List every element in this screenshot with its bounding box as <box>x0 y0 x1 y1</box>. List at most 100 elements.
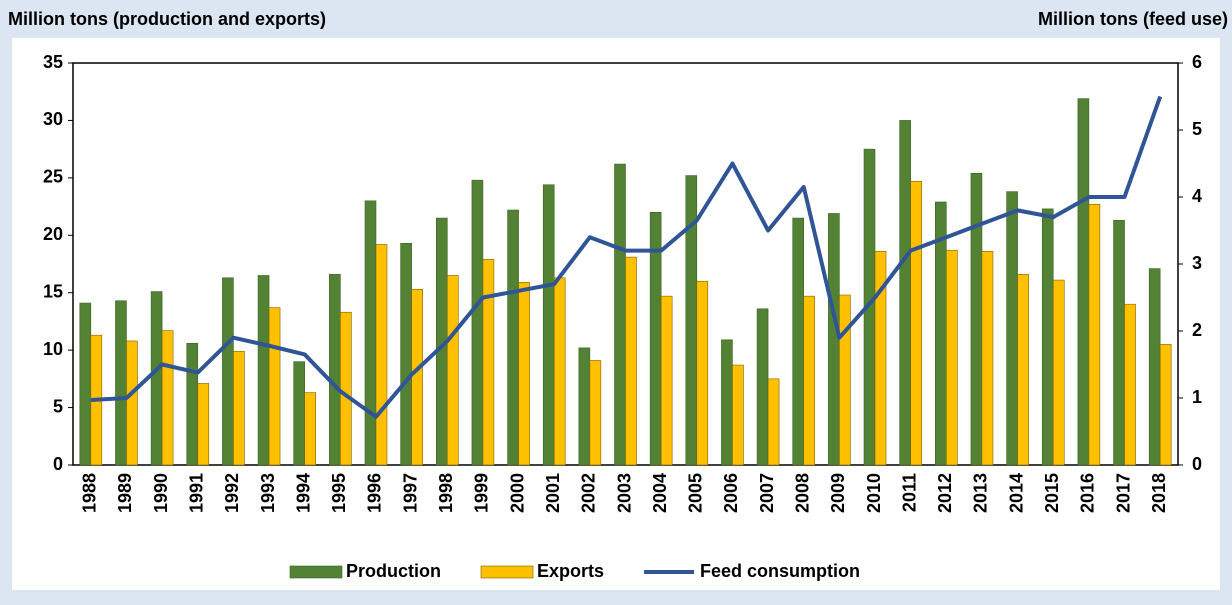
x-tick-label: 1989 <box>115 473 135 513</box>
bar <box>578 347 591 466</box>
x-tick-label: 2010 <box>864 473 884 513</box>
bar <box>589 360 602 466</box>
y2-tick-label: 2 <box>1192 320 1202 340</box>
bar <box>233 350 245 466</box>
x-tick-label: 1994 <box>293 473 313 513</box>
bar <box>197 383 210 466</box>
bar <box>1088 203 1101 466</box>
legend-label: Exports <box>537 561 604 581</box>
y-tick-label: 20 <box>43 224 63 244</box>
y-tick-label: 10 <box>43 339 63 359</box>
x-tick-label: 2001 <box>543 473 563 513</box>
bar <box>625 256 637 466</box>
legend-swatch <box>289 565 343 579</box>
bar <box>1077 98 1090 466</box>
bar <box>828 213 840 466</box>
bar <box>1148 268 1161 466</box>
bar <box>1041 208 1054 466</box>
bar <box>874 251 887 466</box>
legend-label: Feed consumption <box>700 561 860 581</box>
bar <box>1006 191 1018 466</box>
x-tick-label: 2005 <box>686 473 706 513</box>
x-tick-label: 1988 <box>80 473 100 513</box>
bar <box>304 392 316 466</box>
x-tick-label: 2006 <box>721 473 741 513</box>
bar <box>981 251 994 466</box>
x-tick-label: 2012 <box>935 473 955 513</box>
y2-tick-label: 1 <box>1192 387 1202 407</box>
bar <box>1124 303 1136 466</box>
bar <box>910 181 922 466</box>
x-tick-label: 2007 <box>757 473 777 513</box>
bar <box>732 364 744 466</box>
x-tick-label: 2015 <box>1042 473 1062 513</box>
x-tick-label: 2018 <box>1149 473 1169 513</box>
x-tick-label: 1998 <box>436 473 456 513</box>
y-tick-label: 30 <box>43 109 63 129</box>
x-tick-label: 1990 <box>151 473 171 513</box>
bar <box>614 163 626 466</box>
y2-tick-label: 6 <box>1192 52 1202 72</box>
x-tick-label: 1995 <box>329 473 349 513</box>
bar <box>329 274 341 466</box>
bar <box>685 175 698 466</box>
y2-tick-label: 4 <box>1192 186 1202 206</box>
y2-tick-label: 3 <box>1192 253 1202 273</box>
y2-tick-label: 0 <box>1192 454 1202 474</box>
bar <box>721 339 733 466</box>
bar <box>375 244 388 466</box>
bar <box>471 179 484 466</box>
bar <box>1052 279 1065 466</box>
x-tick-label: 2011 <box>899 473 919 512</box>
legend-label: Production <box>346 561 441 581</box>
bar <box>507 209 519 466</box>
bar <box>518 282 530 466</box>
x-tick-label: 2008 <box>792 473 812 513</box>
bar <box>803 295 816 466</box>
bar <box>115 300 127 466</box>
x-tick-label: 2009 <box>828 473 848 513</box>
x-tick-label: 2017 <box>1113 473 1133 513</box>
x-tick-label: 2016 <box>1078 473 1098 513</box>
bar <box>150 291 163 466</box>
bar <box>222 277 234 466</box>
x-tick-label: 2004 <box>650 473 670 513</box>
bar <box>400 243 412 466</box>
bar <box>446 275 459 466</box>
bar <box>946 249 958 466</box>
bar <box>186 342 199 466</box>
bar <box>792 217 805 466</box>
x-tick-label: 2014 <box>1006 473 1026 513</box>
x-tick-label: 1993 <box>258 473 278 513</box>
y2-axis-title: Million tons (feed use) <box>1038 9 1228 29</box>
y2-tick-label: 5 <box>1192 119 1202 139</box>
x-tick-label: 2013 <box>971 473 991 513</box>
x-tick-label: 2002 <box>579 473 599 513</box>
bar <box>126 340 138 466</box>
bar <box>660 295 673 466</box>
x-tick-label: 1991 <box>187 473 207 513</box>
y-tick-label: 0 <box>53 454 63 474</box>
bar <box>293 361 305 466</box>
bar <box>767 378 780 466</box>
legend-swatch <box>480 565 534 579</box>
line <box>90 95 1163 419</box>
bar <box>482 259 495 466</box>
y-tick-label: 25 <box>43 167 63 187</box>
bar <box>1159 344 1172 466</box>
bar <box>542 184 555 466</box>
bar <box>364 200 377 466</box>
bar <box>79 302 92 466</box>
bar <box>756 308 769 466</box>
bar <box>899 120 911 466</box>
x-tick-label: 1996 <box>365 473 385 513</box>
y-tick-label: 15 <box>43 281 63 301</box>
bar <box>161 330 174 466</box>
y-axis-title: Million tons (production and exports) <box>8 9 326 29</box>
x-tick-label: 2000 <box>507 473 527 513</box>
y-tick-label: 5 <box>53 396 63 416</box>
x-tick-label: 2003 <box>614 473 634 513</box>
bar <box>970 172 983 466</box>
y-tick-label: 35 <box>43 52 63 72</box>
